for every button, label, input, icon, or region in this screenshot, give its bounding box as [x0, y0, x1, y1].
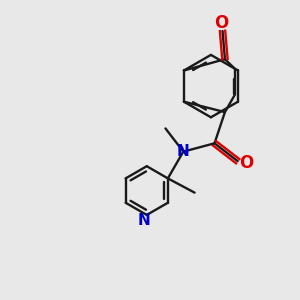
Text: N: N — [138, 213, 151, 228]
Text: O: O — [214, 14, 228, 32]
Text: O: O — [239, 154, 253, 172]
Text: N: N — [177, 144, 190, 159]
